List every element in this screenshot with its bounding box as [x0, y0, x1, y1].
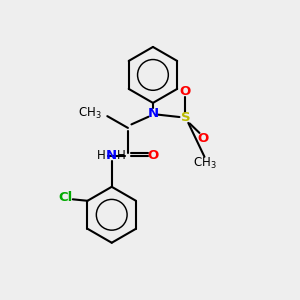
Text: N: N [106, 149, 117, 162]
Text: Cl: Cl [58, 191, 73, 204]
Text: O: O [147, 149, 159, 162]
Text: N: N [147, 107, 158, 120]
Text: CH$_3$: CH$_3$ [193, 156, 216, 171]
Text: O: O [180, 85, 191, 98]
Text: O: O [197, 132, 208, 145]
Text: S: S [181, 111, 190, 124]
Text: H: H [117, 149, 125, 162]
Text: H: H [97, 149, 106, 162]
Text: CH$_3$: CH$_3$ [78, 106, 101, 121]
